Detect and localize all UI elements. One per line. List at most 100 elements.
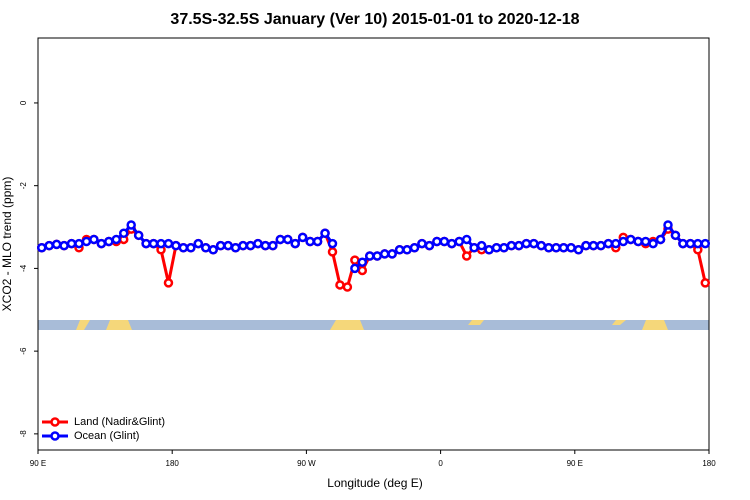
series-marker (454, 236, 464, 247)
series-marker (625, 234, 636, 245)
legend-label: Land (Nadir&Glint) (74, 416, 165, 428)
continent (468, 320, 484, 325)
ocean-strip (38, 320, 709, 330)
series-marker (238, 240, 248, 251)
series-marker (685, 238, 696, 249)
continent (106, 320, 132, 330)
legend-label: Ocean (Glint) (74, 430, 139, 442)
series-marker (81, 236, 92, 247)
series-marker (163, 278, 174, 288)
series-marker (260, 240, 271, 251)
series-marker (693, 238, 703, 249)
chart-title: 37.5S-32.5S January (Ver 10) 2015-01-01 … (170, 11, 579, 28)
x-tick-label: 90 E (567, 459, 583, 468)
x-tick-label: 0 (438, 459, 443, 468)
continent (76, 320, 90, 330)
series-marker (461, 234, 472, 245)
series-marker (417, 238, 427, 249)
series-marker (432, 236, 442, 247)
series-marker (59, 240, 69, 251)
series-marker (44, 240, 54, 251)
series-marker (36, 242, 47, 253)
series-marker (66, 238, 77, 249)
series-marker (640, 236, 651, 247)
series-marker (543, 242, 554, 253)
series-marker (424, 240, 435, 251)
series-marker (223, 240, 233, 251)
series-marker (700, 278, 711, 288)
series-marker (611, 238, 621, 249)
series-marker (439, 236, 450, 247)
series-marker (588, 240, 599, 251)
series-marker (268, 240, 278, 251)
series-marker (96, 238, 107, 249)
series-marker (476, 240, 487, 251)
series-marker (305, 236, 315, 247)
series-marker (603, 238, 614, 249)
series-marker (402, 245, 412, 255)
series-marker (283, 234, 293, 245)
legend-marker (50, 431, 60, 441)
legend-marker (50, 417, 60, 427)
series-marker (447, 238, 457, 249)
series-marker (357, 265, 368, 276)
series-marker (484, 245, 494, 255)
series-marker (536, 240, 546, 251)
series-marker (566, 242, 576, 253)
series-marker (573, 245, 584, 255)
series-marker (335, 280, 345, 290)
series-marker (163, 238, 174, 249)
x-tick-label: 90 E (30, 459, 46, 468)
x-tick-label: 90 W (297, 459, 316, 468)
series-marker (491, 242, 502, 253)
series-marker (342, 282, 353, 292)
series-marker (290, 238, 300, 249)
series-marker (186, 242, 196, 253)
series-marker (700, 238, 711, 249)
y-tick-label: -6 (19, 347, 28, 355)
y-axis-label: XCO2 - MLO trend (ppm) (0, 177, 14, 312)
continent (642, 320, 668, 330)
y-tick-label: -2 (19, 182, 28, 190)
series-marker (126, 220, 136, 230)
series-marker (74, 238, 84, 249)
series-marker (596, 240, 606, 251)
series-marker (230, 242, 241, 253)
series-marker (171, 240, 181, 251)
series-marker (379, 249, 390, 259)
series-marker (670, 230, 681, 241)
series-marker (208, 245, 218, 255)
series-marker (245, 240, 256, 251)
series-marker (51, 239, 62, 250)
series-marker (678, 238, 688, 249)
series-marker (551, 242, 561, 253)
series-marker (141, 238, 151, 249)
continent (330, 320, 364, 330)
series-marker (521, 238, 532, 249)
series-marker (387, 249, 397, 259)
series-marker (558, 242, 569, 253)
series-marker (506, 240, 517, 251)
land-mask (38, 320, 709, 330)
series-marker (461, 251, 472, 261)
series-marker (320, 228, 330, 238)
series-marker (312, 236, 323, 247)
series-marker (633, 236, 643, 247)
series-marker (581, 240, 591, 251)
series-marker (327, 247, 338, 257)
y-tick-label: -8 (19, 430, 28, 438)
series-marker (618, 236, 629, 247)
series-marker (394, 245, 405, 255)
series-marker (201, 242, 211, 253)
series-marker (297, 232, 308, 243)
y-tick-label: -4 (19, 264, 28, 272)
series-marker (655, 234, 666, 245)
series-marker (327, 238, 338, 249)
series-marker (89, 234, 99, 245)
series-marker (648, 238, 658, 249)
series-marker (148, 238, 159, 249)
series-marker (215, 240, 226, 251)
series-marker (372, 251, 382, 261)
series-marker (663, 220, 673, 230)
